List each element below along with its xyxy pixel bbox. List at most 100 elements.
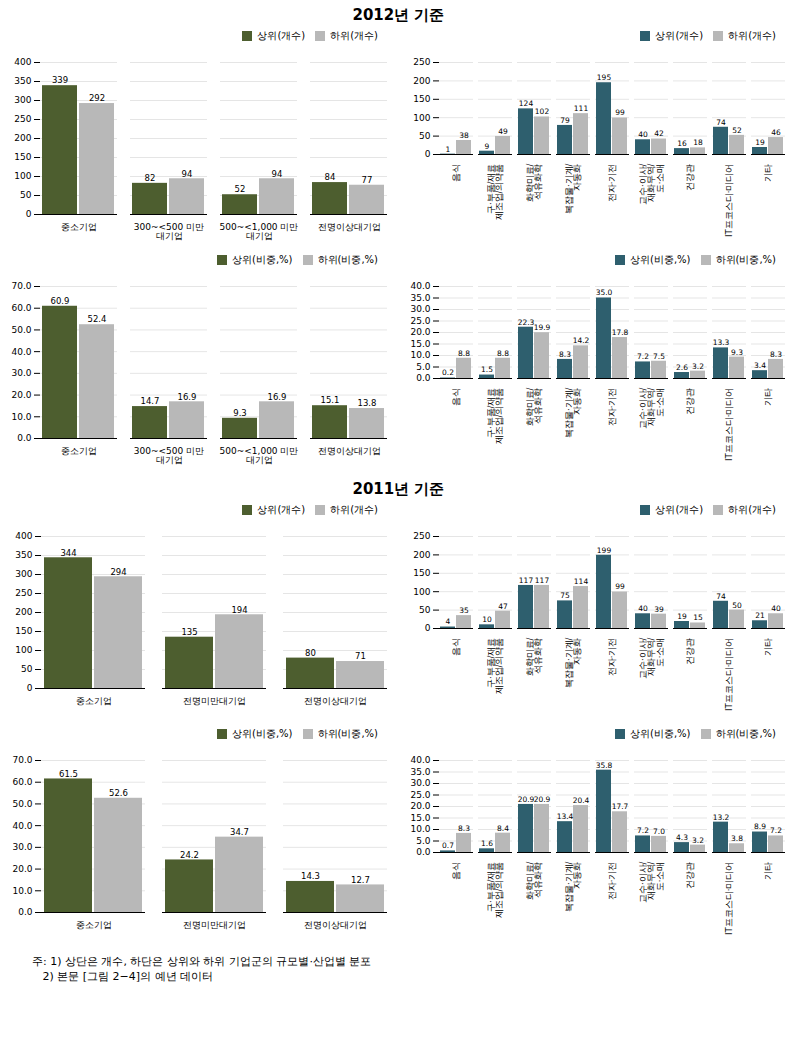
svg-text:교수·이사/재화무역/도·소매: 교수·이사/재화무역/도·소매 (638, 637, 665, 679)
svg-text:전자·기전: 전자·기전 (607, 638, 617, 677)
svg-text:70.0: 70.0 (11, 281, 31, 291)
svg-text:4.3: 4.3 (676, 833, 688, 842)
svg-text:250: 250 (413, 531, 430, 541)
svg-text:0.7: 0.7 (442, 841, 454, 850)
svg-text:복잡물·기계/자동화: 복잡물·기계/자동화 (564, 387, 583, 438)
svg-text:34.7: 34.7 (230, 827, 249, 837)
svg-text:80: 80 (305, 648, 316, 658)
svg-text:복잡물·기계/자동화: 복잡물·기계/자동화 (564, 637, 583, 688)
svg-text:복잡물·기계/자동화: 복잡물·기계/자동화 (564, 861, 583, 912)
svg-text:25.0: 25.0 (410, 316, 430, 326)
svg-text:교수·이사/재화무역/도·소매: 교수·이사/재화무역/도·소매 (638, 387, 665, 429)
svg-text:19.9: 19.9 (534, 323, 551, 332)
svg-text:IT프코스디·미디어: IT프코스디·미디어 (724, 388, 734, 461)
svg-text:20.0: 20.0 (410, 327, 430, 337)
svg-text:46: 46 (771, 128, 781, 137)
svg-text:60.0: 60.0 (12, 777, 32, 787)
svg-text:IT프코스디·미디어: IT프코스디·미디어 (724, 164, 734, 237)
svg-text:18: 18 (693, 138, 703, 147)
svg-text:7.5: 7.5 (653, 352, 665, 361)
svg-text:10.0: 10.0 (12, 886, 32, 896)
svg-text:14.3: 14.3 (301, 871, 320, 881)
svg-text:화학미료/석유화학: 화학미료/석유화학 (525, 163, 544, 202)
svg-text:전명이상대기업: 전명이상대기업 (304, 920, 367, 930)
svg-text:294: 294 (110, 567, 126, 577)
svg-text:전자·기전: 전자·기전 (607, 164, 617, 203)
svg-text:24.2: 24.2 (180, 850, 199, 860)
svg-text:15: 15 (693, 613, 703, 622)
svg-text:3.2: 3.2 (692, 836, 704, 845)
svg-text:100: 100 (15, 645, 32, 655)
svg-text:150: 150 (413, 94, 430, 104)
svg-text:82: 82 (145, 173, 156, 183)
svg-text:50: 50 (20, 190, 32, 200)
svg-text:52.4: 52.4 (88, 314, 107, 324)
svg-text:400: 400 (15, 531, 32, 541)
svg-text:124: 124 (519, 99, 534, 108)
svg-text:40.0: 40.0 (410, 281, 430, 291)
svg-text:30.0: 30.0 (12, 842, 32, 852)
svg-text:0: 0 (425, 149, 431, 159)
svg-text:50: 50 (419, 605, 431, 615)
svg-text:건강관: 건강관 (685, 862, 695, 889)
svg-text:114: 114 (574, 577, 589, 586)
svg-text:17.7: 17.7 (612, 802, 629, 811)
svg-text:19: 19 (677, 612, 687, 621)
svg-text:13.2: 13.2 (713, 813, 730, 822)
svg-text:3.8: 3.8 (731, 834, 743, 843)
svg-text:117: 117 (519, 576, 534, 585)
svg-text:8.8: 8.8 (497, 349, 509, 358)
svg-text:20.9: 20.9 (534, 795, 551, 804)
svg-text:50.0: 50.0 (12, 799, 32, 809)
svg-text:4: 4 (446, 617, 451, 626)
svg-text:40: 40 (771, 604, 781, 613)
svg-text:94: 94 (272, 169, 283, 179)
svg-text:IT프코스디·미디어: IT프코스디·미디어 (724, 638, 734, 711)
svg-text:339: 339 (52, 75, 68, 85)
svg-text:250: 250 (14, 114, 31, 124)
svg-text:35.8: 35.8 (596, 761, 613, 770)
svg-text:13.3: 13.3 (713, 338, 730, 347)
svg-text:건강관: 건강관 (685, 164, 695, 191)
svg-text:10.0: 10.0 (410, 824, 430, 834)
svg-text:200: 200 (14, 133, 31, 143)
svg-text:16: 16 (677, 139, 687, 148)
svg-text:기타: 기타 (763, 862, 773, 880)
svg-text:전명미만대기업: 전명미만대기업 (183, 920, 246, 930)
svg-text:61.5: 61.5 (59, 769, 78, 779)
svg-text:음식: 음식 (451, 388, 461, 406)
svg-text:200: 200 (15, 607, 32, 617)
svg-text:35.0: 35.0 (410, 293, 430, 303)
svg-text:300~<500 미만대기업: 300~<500 미만대기업 (134, 222, 204, 241)
svg-text:7.2: 7.2 (637, 826, 649, 835)
svg-text:8.3: 8.3 (559, 350, 571, 359)
svg-text:10.0: 10.0 (410, 350, 430, 360)
svg-text:12.7: 12.7 (351, 875, 370, 885)
svg-text:79: 79 (560, 116, 570, 125)
svg-text:구·부품/재료제조업/의약품: 구·부품/재료제조업/의약품 (486, 638, 505, 695)
svg-text:40.0: 40.0 (12, 821, 32, 831)
svg-text:70.0: 70.0 (12, 755, 32, 765)
svg-text:중소기업: 중소기업 (61, 446, 97, 456)
svg-text:52.6: 52.6 (109, 788, 128, 798)
svg-text:199: 199 (597, 546, 612, 555)
svg-text:9.3: 9.3 (233, 408, 247, 418)
svg-text:기타: 기타 (763, 164, 773, 182)
svg-text:1: 1 (446, 145, 451, 154)
svg-text:195: 195 (597, 73, 612, 82)
svg-text:복잡물·기계/자동화: 복잡물·기계/자동화 (564, 163, 583, 214)
svg-text:40: 40 (638, 130, 648, 139)
svg-text:15.1: 15.1 (321, 395, 340, 405)
svg-text:42: 42 (654, 129, 664, 138)
svg-text:전자·기전: 전자·기전 (607, 388, 617, 427)
svg-text:20.0: 20.0 (410, 801, 430, 811)
svg-text:9: 9 (485, 142, 490, 151)
svg-text:0: 0 (425, 623, 431, 633)
svg-text:8.3: 8.3 (458, 824, 470, 833)
svg-text:60.9: 60.9 (51, 296, 70, 306)
svg-text:75: 75 (560, 591, 570, 600)
svg-text:20.0: 20.0 (11, 390, 31, 400)
svg-text:음식: 음식 (451, 638, 461, 656)
svg-text:19: 19 (755, 138, 765, 147)
svg-text:250: 250 (15, 588, 32, 598)
